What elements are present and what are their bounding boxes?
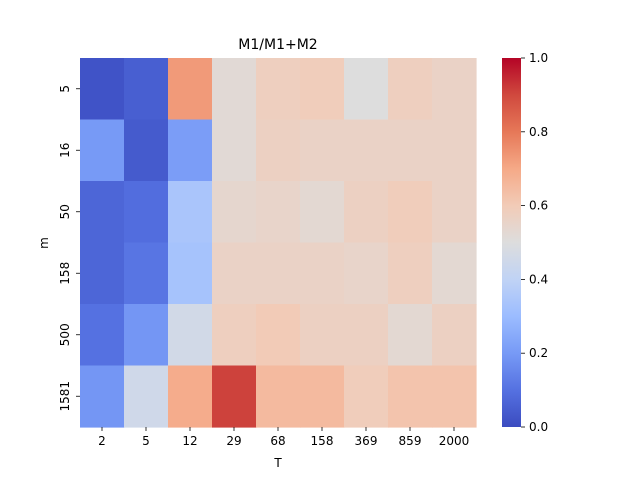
heatmap-cell (80, 58, 125, 121)
heatmap-cell (432, 181, 477, 244)
heatmap-cell (168, 181, 213, 244)
x-axis-ticks: 2 5 12 29 68 158 369 859 2000 (98, 427, 469, 448)
heatmap-cell (432, 119, 477, 182)
heatmap-cell (344, 58, 389, 121)
heatmap-cell (344, 304, 389, 367)
x-tick-label: 2 (98, 434, 106, 448)
heatmap-cell (388, 365, 433, 428)
y-tick-label: 5 (58, 85, 72, 93)
heatmap-cell (388, 242, 433, 305)
heatmap-cell (256, 181, 301, 244)
colorbar-tick-label: 0.6 (529, 199, 548, 213)
y-tick-label: 16 (58, 143, 72, 158)
heatmap-cells (80, 58, 477, 428)
heatmap-cell (80, 181, 125, 244)
heatmap-cell (300, 119, 345, 182)
colorbar-ticks: 0.0 0.2 0.4 0.6 0.8 1.0 (521, 51, 548, 434)
heatmap-cell (80, 365, 125, 428)
heatmap-cell (168, 119, 213, 182)
heatmap-cell (80, 119, 125, 182)
colorbar-tick-label: 0.2 (529, 346, 548, 360)
heatmap-cell (168, 58, 213, 121)
heatmap-cell (256, 119, 301, 182)
heatmap-cell (256, 58, 301, 121)
heatmap-cell (124, 365, 169, 428)
heatmap-cell (300, 181, 345, 244)
x-tick-label: 12 (182, 434, 197, 448)
heatmap-cell (432, 304, 477, 367)
heatmap-cell (300, 304, 345, 367)
heatmap-cell (256, 304, 301, 367)
heatmap-cell (124, 242, 169, 305)
heatmap-cell (168, 242, 213, 305)
y-axis-label: m (37, 237, 51, 249)
y-tick-label: 50 (58, 204, 72, 219)
colorbar (502, 58, 521, 427)
x-axis-label: T (273, 456, 282, 470)
heatmap-cell (256, 242, 301, 305)
heatmap-cell (388, 181, 433, 244)
y-tick-label: 1581 (58, 381, 72, 412)
heatmap-cell (80, 304, 125, 367)
heatmap-cell (300, 365, 345, 428)
x-tick-label: 68 (270, 434, 285, 448)
heatmap-cell (168, 365, 213, 428)
heatmap-cell (300, 58, 345, 121)
heatmap-cell (256, 365, 301, 428)
heatmap-cell (212, 58, 257, 121)
heatmap-cell (212, 304, 257, 367)
heatmap-cell (432, 365, 477, 428)
heatmap-cell (388, 58, 433, 121)
x-tick-label: 29 (226, 434, 241, 448)
heatmap-cell (212, 181, 257, 244)
heatmap-cell (388, 119, 433, 182)
heatmap-cell (432, 242, 477, 305)
y-tick-label: 500 (58, 323, 72, 346)
y-tick-label: 158 (58, 262, 72, 285)
colorbar-tick-label: 0.8 (529, 125, 548, 139)
heatmap-cell (344, 119, 389, 182)
colorbar-tick-label: 0.4 (529, 272, 548, 286)
x-tick-label: 859 (399, 434, 422, 448)
heatmap-cell (212, 365, 257, 428)
heatmap-cell (124, 181, 169, 244)
heatmap-cell (124, 58, 169, 121)
heatmap-cell (168, 304, 213, 367)
heatmap-cell (80, 242, 125, 305)
heatmap-cell (212, 119, 257, 182)
y-axis-ticks: 5 16 50 158 500 1581 (58, 85, 80, 412)
x-tick-label: 369 (355, 434, 378, 448)
heatmap-cell (344, 181, 389, 244)
colorbar-tick-label: 0.0 (529, 420, 548, 434)
colorbar-tick-label: 1.0 (529, 51, 548, 65)
heatmap-cell (344, 242, 389, 305)
x-tick-label: 2000 (439, 434, 470, 448)
heatmap-cell (124, 119, 169, 182)
x-tick-label: 158 (311, 434, 334, 448)
chart-title: M1/M1+M2 (238, 37, 317, 53)
x-tick-label: 5 (142, 434, 150, 448)
heatmap-cell (212, 242, 257, 305)
heatmap-cell (432, 58, 477, 121)
heatmap-cell (300, 242, 345, 305)
heatmap-cell (344, 365, 389, 428)
heatmap-cell (388, 304, 433, 367)
heatmap-cell (124, 304, 169, 367)
